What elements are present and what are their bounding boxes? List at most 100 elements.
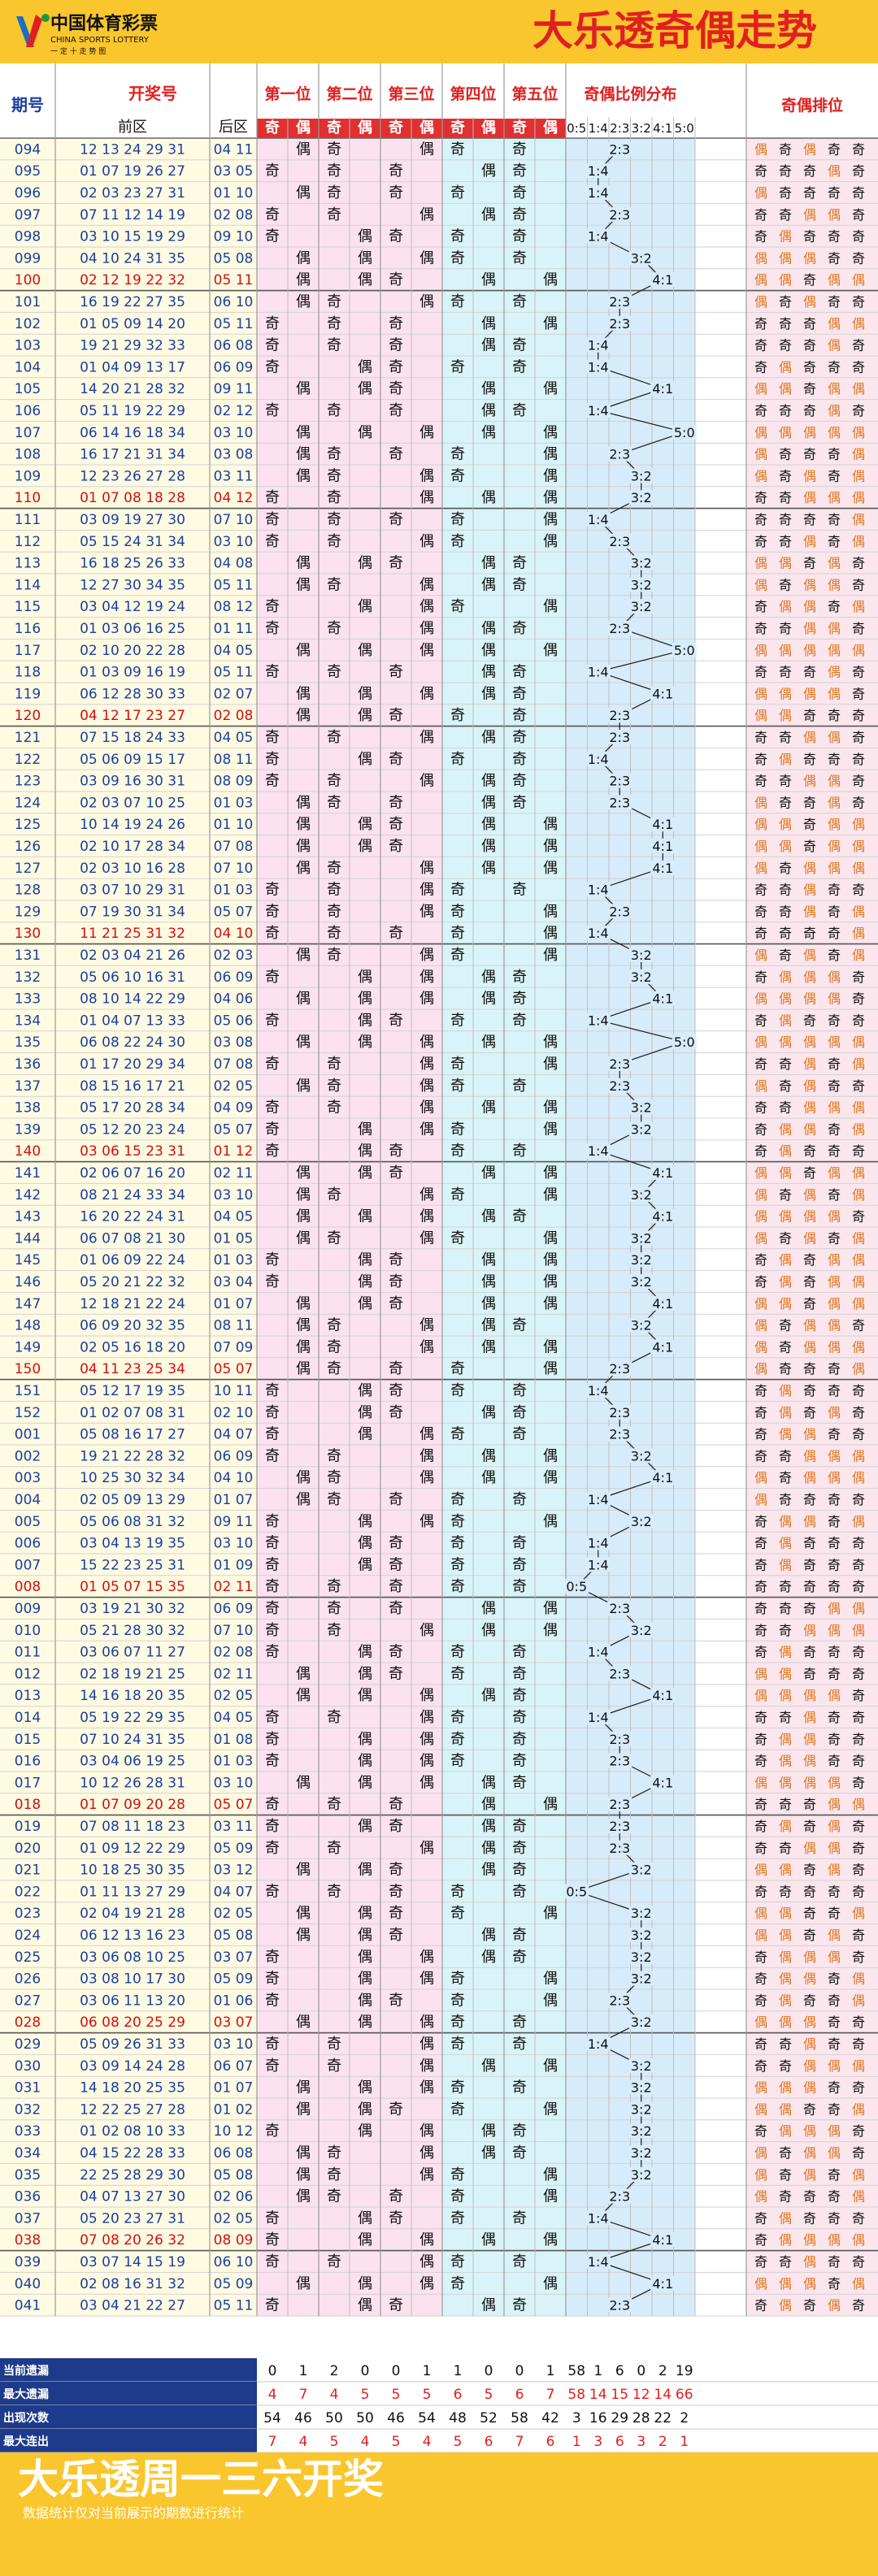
row-pattern-even: 偶 xyxy=(828,381,841,397)
row-pattern-odd: 奇 xyxy=(803,2189,816,2205)
row-position-1-even: 偶 xyxy=(296,838,311,855)
stats-value: 66 xyxy=(676,2387,693,2403)
row-position-2-odd: 奇 xyxy=(327,2253,341,2270)
header-ratio-1: 1:4 xyxy=(589,121,608,136)
row-issue: 107 xyxy=(15,425,41,441)
row-position-1-odd: 奇 xyxy=(265,228,280,245)
row-pattern-odd: 奇 xyxy=(852,2298,865,2314)
ratio-point-label: 2:3 xyxy=(609,774,630,789)
ratio-label-bg xyxy=(650,2275,676,2291)
ratio-point-label: 1:4 xyxy=(588,512,609,527)
row-issue: 025 xyxy=(15,1949,41,1966)
row-issue: 036 xyxy=(15,2189,41,2205)
row-pattern-odd: 奇 xyxy=(852,752,865,767)
row-front-numbers: 08 10 14 22 29 xyxy=(80,991,185,1008)
row-position-2-even: 偶 xyxy=(358,816,372,833)
row-position-5-odd: 奇 xyxy=(512,1012,527,1029)
row-back-numbers: 04 05 xyxy=(214,643,254,659)
row-pattern-odd: 奇 xyxy=(828,250,841,266)
row-pattern-odd: 奇 xyxy=(779,141,792,157)
row-issue: 038 xyxy=(15,2232,41,2249)
row-pattern-even: 偶 xyxy=(754,2167,767,2183)
ratio-point-label: 0:5 xyxy=(566,1884,587,1899)
row-position-3-even: 偶 xyxy=(419,1949,434,1966)
ratio-label-bg xyxy=(607,1797,632,1812)
header-odd-5: 奇 xyxy=(512,119,527,137)
row-pattern-odd: 奇 xyxy=(828,1710,841,1725)
row-pattern-even: 偶 xyxy=(803,1514,816,1529)
row-pattern-even: 偶 xyxy=(779,272,792,288)
ratio-point-label: 4:1 xyxy=(652,1775,673,1790)
row-position-3-even: 偶 xyxy=(419,141,434,158)
ratio-label-bg xyxy=(650,1165,676,1180)
ratio-label-bg xyxy=(607,141,632,157)
chart-title: 大乐透奇偶走势 xyxy=(532,7,817,54)
row-pattern-odd: 奇 xyxy=(754,665,767,680)
row-pattern-odd: 奇 xyxy=(754,163,767,179)
row-front-numbers: 04 12 17 23 27 xyxy=(80,708,185,724)
row-position-2-odd: 奇 xyxy=(327,860,341,877)
row-position-2-odd: 奇 xyxy=(327,1186,341,1203)
row-back-numbers: 02 05 xyxy=(214,1906,254,1922)
row-pattern-odd: 奇 xyxy=(852,163,865,179)
row-position-5-odd: 奇 xyxy=(512,1687,527,1704)
row-pattern-odd: 奇 xyxy=(779,1318,792,1334)
row-front-numbers: 06 08 20 25 29 xyxy=(80,2014,185,2031)
ratio-label-bg xyxy=(607,1993,632,2008)
row-position-1-even: 偶 xyxy=(296,467,311,484)
row-issue: 132 xyxy=(15,969,41,986)
row-position-5-even: 偶 xyxy=(543,1251,558,1268)
header-issue: 期号 xyxy=(11,95,44,115)
row-pattern-even: 偶 xyxy=(779,250,792,266)
row-front-numbers: 01 03 09 16 19 xyxy=(80,665,185,681)
ratio-point-label: 2:3 xyxy=(609,1078,630,1094)
row-pattern-even: 偶 xyxy=(852,948,865,963)
ratio-point-label: 3:2 xyxy=(631,1623,652,1638)
row-pattern-odd: 奇 xyxy=(779,1187,792,1203)
row-position-5-odd: 奇 xyxy=(512,1404,527,1421)
footer-note: 数据统计仅对当前展示的期数进行统计 xyxy=(23,2505,244,2521)
row-pattern-odd: 奇 xyxy=(828,1427,841,1442)
row-position-4-odd: 奇 xyxy=(450,2036,465,2053)
row-issue: 020 xyxy=(15,1841,41,1857)
row-position-5-odd: 奇 xyxy=(512,206,527,223)
row-pattern-even: 偶 xyxy=(803,1841,816,1856)
ratio-point-label: 3:2 xyxy=(631,2014,652,2030)
row-pattern-odd: 奇 xyxy=(828,1187,841,1203)
row-pattern-even: 偶 xyxy=(779,839,792,854)
ratio-label-bg xyxy=(628,2058,654,2073)
row-pattern-even: 偶 xyxy=(779,1427,792,1442)
ratio-label-bg xyxy=(628,1121,654,1137)
row-pattern-odd: 奇 xyxy=(852,1383,865,1399)
row-position-1-odd: 奇 xyxy=(265,1971,280,1988)
row-position-3-even: 偶 xyxy=(419,1971,434,1988)
row-front-numbers: 06 07 08 21 30 xyxy=(80,1230,185,1247)
row-pattern-even: 偶 xyxy=(803,2276,816,2292)
row-front-numbers: 02 03 04 21 26 xyxy=(80,948,185,964)
row-pattern-even: 偶 xyxy=(754,1034,767,1050)
row-front-numbers: 01 17 20 29 34 xyxy=(80,1056,185,1073)
row-pattern-even: 偶 xyxy=(828,730,841,745)
row-pattern-even: 偶 xyxy=(852,1623,865,1638)
row-issue: 027 xyxy=(15,1993,41,2009)
row-position-2-odd: 奇 xyxy=(327,184,341,202)
row-back-numbers: 03 11 xyxy=(214,1819,254,1835)
row-issue: 023 xyxy=(15,1906,41,1922)
row-front-numbers: 03 09 16 30 31 xyxy=(80,774,185,790)
row-pattern-even: 偶 xyxy=(803,969,816,985)
row-position-4-odd: 奇 xyxy=(450,707,465,724)
row-position-2-odd: 奇 xyxy=(327,533,341,550)
row-pattern-even: 偶 xyxy=(828,686,841,701)
row-pattern-even: 偶 xyxy=(779,708,792,723)
row-position-2-even: 偶 xyxy=(358,1905,372,1922)
row-pattern-odd: 奇 xyxy=(754,207,767,223)
table-grid xyxy=(0,63,878,2317)
row-position-1-odd: 奇 xyxy=(265,1447,280,1464)
ratio-point-label: 1:4 xyxy=(588,185,609,201)
row-position-2-even: 偶 xyxy=(358,598,372,615)
ratio-point-label: 4:1 xyxy=(652,381,673,397)
row-issue: 131 xyxy=(15,948,41,964)
row-pattern-even: 偶 xyxy=(779,1928,792,1943)
header-ratio-group: 奇偶比例分布 xyxy=(584,85,676,103)
row-pattern-odd: 奇 xyxy=(803,1601,816,1616)
